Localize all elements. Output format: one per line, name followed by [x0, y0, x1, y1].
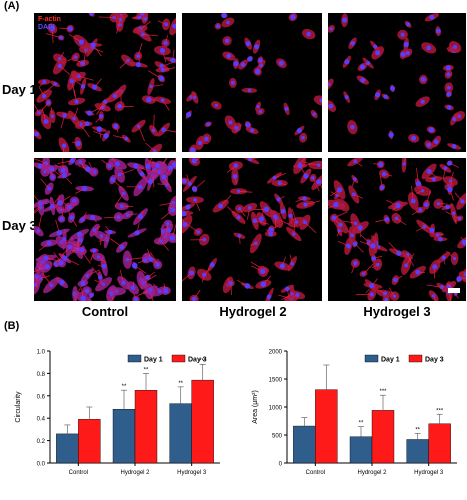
significance-label: ** [144, 367, 149, 373]
y-tick-label: 0.2 [37, 439, 46, 445]
x-tick-label: Hydrogel 3 [414, 470, 444, 476]
bar-day3-2 [191, 379, 214, 464]
y-tick-label: 1500 [269, 378, 283, 384]
cell-layer [328, 158, 466, 301]
y-tick-label: 0 [279, 462, 283, 468]
row-label-day3: Day 3 [2, 218, 37, 233]
column-label-hydrogel2: Hydrogel 2 [219, 304, 287, 319]
micrograph-hydrogel3-day3 [328, 158, 466, 301]
micrograph-control-day3 [34, 158, 176, 301]
bar-day1-1 [112, 409, 136, 464]
y-tick-label: 1.0 [37, 350, 46, 356]
micrograph-hydrogel3-day1 [328, 13, 466, 152]
significance-label: ** [122, 384, 127, 390]
y-tick-label: 1000 [269, 406, 283, 412]
panel-b-label: (B) [4, 320, 20, 332]
bar-day3-1 [371, 410, 395, 464]
scale-bar [448, 288, 460, 293]
circularity-chart: 0.00.20.40.60.81.0CircularityControl****… [15, 350, 220, 476]
significance-label: ** [359, 421, 364, 427]
significance-label: *** [199, 358, 207, 364]
y-tick-label: 0.4 [37, 417, 46, 423]
cell-layer [34, 13, 176, 152]
significance-label: ** [178, 381, 183, 387]
micrograph-hydrogel2-day3 [182, 158, 322, 301]
y-tick-label: 500 [272, 434, 283, 440]
bar-day3-2 [428, 423, 451, 464]
column-label-control: Control [81, 304, 129, 319]
cell-layer [182, 158, 322, 301]
bar-day1-0 [56, 433, 79, 464]
significance-label: ** [415, 427, 420, 433]
x-tick-label: Control [306, 470, 325, 476]
x-tick-label: Hydrogel 2 [120, 470, 150, 476]
bar-day1-1 [349, 436, 373, 464]
significance-label: *** [436, 408, 444, 414]
bar-day1-2 [169, 403, 192, 464]
cell-layer [328, 13, 466, 150]
bar-day3-1 [134, 390, 158, 464]
legend-swatch-day1 [127, 354, 142, 363]
column-label-hydrogel3: Hydrogel 3 [363, 304, 431, 319]
legend-label-day3: Day 3 [188, 357, 207, 364]
y-tick-label: 0.8 [37, 372, 46, 378]
micrograph-hydrogel2-day1 [182, 13, 322, 152]
bar-day3-0 [78, 419, 101, 464]
factin-legend-label: F-actin [38, 16, 61, 23]
bar-day3-0 [315, 389, 338, 464]
bar-day1-0 [293, 425, 316, 464]
y-tick-label: 2000 [269, 350, 283, 356]
cell-layer [34, 158, 176, 301]
legend-label-day3: Day 3 [425, 357, 444, 364]
bar-day1-2 [406, 439, 429, 464]
stain-legend: F-actin DAPI [38, 16, 61, 32]
x-tick-label: Hydrogel 2 [357, 470, 387, 476]
x-tick-label: Hydrogel 3 [177, 470, 207, 476]
y-axis-label: Circularity [15, 391, 22, 423]
micrograph-control-day1: F-actin DAPI [34, 13, 176, 152]
legend-label-day1: Day 1 [381, 357, 400, 364]
y-axis-label: Area (µm²) [252, 390, 259, 424]
dapi-legend-label: DAPI [38, 24, 55, 31]
significance-label: *** [379, 389, 387, 395]
legend-swatch-day1 [364, 354, 379, 363]
y-tick-label: 0.6 [37, 394, 46, 400]
row-label-day1: Day 1 [2, 82, 37, 97]
legend-label-day1: Day 1 [144, 357, 163, 364]
legend-swatch-day3 [408, 354, 423, 363]
x-tick-label: Control [69, 470, 88, 476]
legend-swatch-day3 [171, 354, 186, 363]
y-tick-label: 0.0 [37, 462, 46, 468]
cell-layer [185, 13, 322, 152]
panel-a-label: (A) [4, 0, 20, 12]
